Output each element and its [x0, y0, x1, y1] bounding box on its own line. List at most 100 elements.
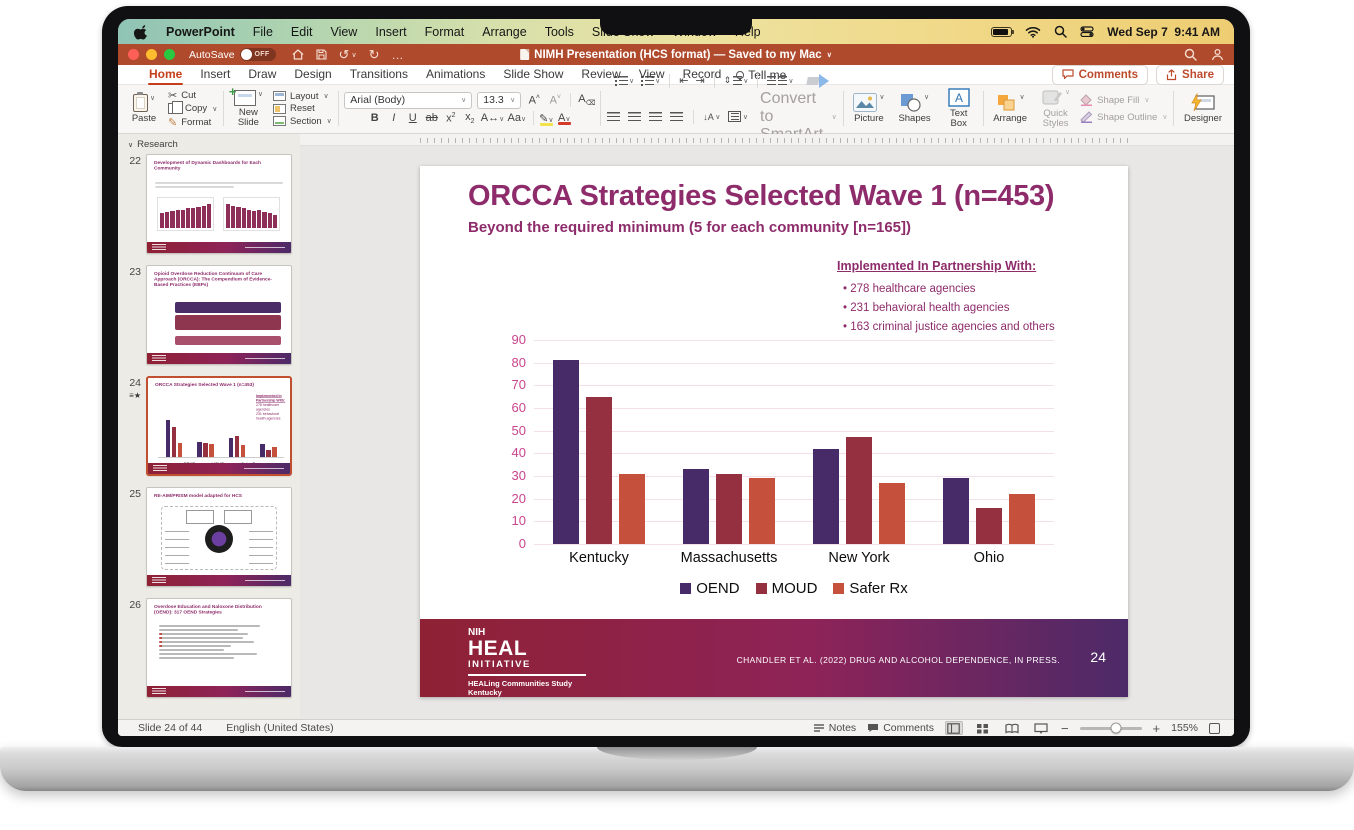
insert-picture-button[interactable]: ∨ Picture: [853, 93, 885, 125]
slide-thumbnail-23[interactable]: Opioid Overdose Reduction Continuum of C…: [146, 265, 292, 365]
menu-item-insert[interactable]: Insert: [375, 24, 407, 39]
ribbon-tab-record[interactable]: Record: [682, 67, 722, 81]
ribbon-tab-insert[interactable]: Insert: [200, 67, 231, 81]
status-comments-button[interactable]: Comments: [867, 722, 934, 734]
ribbon-tab-view[interactable]: View: [638, 67, 665, 81]
orcca-bar-chart[interactable]: 90 80 70 60 50 40 30 20 10 0 Kentucky Massachusett…: [498, 332, 1058, 606]
presenter-view-button[interactable]: [1032, 721, 1050, 735]
strikethrough-button[interactable]: ab: [425, 112, 438, 124]
character-spacing-button[interactable]: A↔∨: [480, 112, 505, 124]
language-indicator[interactable]: English (United States): [226, 722, 334, 734]
ribbon-tab-home[interactable]: Home: [140, 65, 191, 85]
align-text-button[interactable]: ∨: [728, 111, 748, 122]
document-title[interactable]: NIMH Presentation (HCS format) — Saved t…: [520, 49, 832, 61]
shape-fill-button[interactable]: Shape Fill ∨: [1080, 94, 1167, 106]
slide-canvas[interactable]: ORCCA Strategies Selected Wave 1 (n=453)…: [420, 166, 1128, 697]
font-color-button[interactable]: A∨: [557, 112, 571, 125]
slide-indicator[interactable]: Slide 24 of 44: [138, 722, 203, 734]
bar-moud-massachusetts[interactable]: [716, 473, 742, 544]
slide-thumbnail-24-selected[interactable]: ORCCA Strategies Selected Wave 1 (n=453)…: [146, 376, 292, 476]
comments-button[interactable]: Comments: [1051, 64, 1149, 85]
slide-sorter-view-button[interactable]: [974, 721, 992, 735]
bar-safer-rx-new-york[interactable]: [879, 482, 905, 544]
shape-outline-button[interactable]: Shape Outline ∨: [1080, 111, 1167, 123]
undo-button[interactable]: ↺ ∨: [338, 46, 357, 62]
convert-to-smartart-button[interactable]: [807, 73, 829, 88]
notes-button[interactable]: Notes: [813, 722, 856, 734]
zoom-out-button[interactable]: −: [1060, 720, 1069, 736]
redo-button[interactable]: ↻: [368, 46, 380, 62]
horizontal-ruler[interactable]: [300, 134, 1234, 146]
font-size-combo[interactable]: 13.3 ∨: [477, 91, 522, 109]
ribbon-tab-transitions[interactable]: Transitions: [349, 67, 408, 81]
menu-item-format[interactable]: Format: [424, 24, 465, 39]
zoom-slider[interactable]: [1079, 722, 1142, 734]
line-spacing-button[interactable]: ⇕ ∨: [723, 75, 749, 86]
italic-button[interactable]: I: [392, 112, 396, 124]
slide-thumbnail-26[interactable]: Overdose Education and Naloxone Distribu…: [146, 598, 292, 698]
bold-button[interactable]: B: [370, 112, 379, 124]
zoom-in-button[interactable]: +: [1152, 720, 1161, 736]
menu-item-tools[interactable]: Tools: [544, 24, 574, 39]
layout-button[interactable]: Layout ∨: [272, 91, 332, 102]
battery-icon[interactable]: [991, 26, 1015, 37]
reset-button[interactable]: Reset: [272, 103, 332, 114]
subscript-button[interactable]: x2: [465, 110, 475, 126]
ribbon-tab-animations[interactable]: Animations: [425, 67, 486, 81]
designer-button[interactable]: Designer: [1180, 92, 1226, 125]
bar-oend-kentucky[interactable]: [553, 360, 579, 544]
wifi-icon[interactable]: [1025, 26, 1041, 38]
bullets-button[interactable]: ∨: [615, 75, 634, 86]
quick-styles-button[interactable]: ∨ Quick Styles: [1042, 89, 1071, 129]
slide-thumbnail-panel[interactable]: ∨ Research 22 Development of Dynamic Dash…: [118, 134, 300, 719]
undo-dropdown-chevron[interactable]: ∨: [351, 51, 357, 59]
text-direction-button[interactable]: ↓A ∨: [703, 111, 721, 122]
menu-item-file[interactable]: File: [252, 24, 273, 39]
slide-thumbnail-25[interactable]: RE-AIM/PRISM model adapted for HCS: [146, 487, 292, 587]
copy-button[interactable]: Copy ∨: [168, 100, 217, 114]
slide-title[interactable]: ORCCA Strategies Selected Wave 1 (n=453): [468, 180, 1055, 212]
more-commands-button[interactable]: …: [391, 47, 405, 62]
arrange-button[interactable]: ∨ Arrange: [993, 94, 1027, 125]
ribbon-tab-draw[interactable]: Draw: [248, 67, 277, 81]
menu-item-edit[interactable]: Edit: [290, 24, 313, 39]
partnership-text-block[interactable]: Implemented In Partnership With: 278 hea…: [825, 259, 1093, 337]
bar-safer-rx-massachusetts[interactable]: [749, 478, 775, 544]
align-left-button[interactable]: [606, 111, 620, 122]
superscript-button[interactable]: x2: [446, 111, 456, 125]
menu-item-view[interactable]: View: [330, 24, 358, 39]
font-name-combo[interactable]: Arial (Body) ∨: [344, 91, 473, 109]
minimize-window-button[interactable]: [146, 49, 157, 60]
slide-thumbnail-22[interactable]: Development of Dynamic Dashboards for Ea…: [146, 154, 292, 254]
bar-oend-ohio[interactable]: [943, 478, 969, 544]
reading-view-button[interactable]: [1003, 721, 1021, 735]
new-slide-button[interactable]: ∨ New Slide: [229, 84, 267, 129]
section-header-research[interactable]: ∨ Research: [128, 139, 178, 150]
insert-shapes-button[interactable]: ∨ Shapes: [898, 94, 931, 125]
cut-button[interactable]: ✂ Cut: [168, 89, 197, 102]
search-icon[interactable]: [1184, 48, 1197, 61]
bar-oend-massachusetts[interactable]: [683, 469, 709, 544]
bar-oend-new-york[interactable]: [813, 448, 839, 544]
fit-slide-to-window-button[interactable]: [1209, 722, 1220, 734]
ribbon-tab-slide-show[interactable]: Slide Show: [503, 67, 564, 81]
increase-font-size-button[interactable]: A˄: [528, 94, 540, 107]
decrease-indent-button[interactable]: ⇤: [679, 75, 689, 87]
columns-button[interactable]: ∨: [767, 75, 794, 86]
align-right-button[interactable]: [648, 111, 662, 122]
close-window-button[interactable]: [128, 49, 139, 60]
ribbon-tab-design[interactable]: Design: [294, 67, 332, 81]
menu-bar-clock[interactable]: Wed Sep 7 9:41 AM: [1107, 24, 1220, 39]
underline-button[interactable]: U: [408, 112, 417, 124]
paste-button[interactable]: ∨ Paste: [131, 91, 157, 124]
slide-subtitle[interactable]: Beyond the required minimum (5 for each …: [468, 219, 911, 236]
zoom-window-button[interactable]: [164, 49, 175, 60]
zoom-slider-thumb[interactable]: [1110, 722, 1121, 734]
share-button[interactable]: Share: [1156, 64, 1224, 85]
format-painter-button[interactable]: ✎ Format: [168, 116, 212, 129]
zoom-level[interactable]: 155%: [1171, 722, 1198, 734]
spotlight-search-icon[interactable]: [1054, 25, 1068, 38]
decrease-font-size-button[interactable]: A˅: [549, 94, 561, 107]
bar-moud-new-york[interactable]: [846, 437, 872, 544]
bar-safer-rx-kentucky[interactable]: [619, 473, 645, 544]
